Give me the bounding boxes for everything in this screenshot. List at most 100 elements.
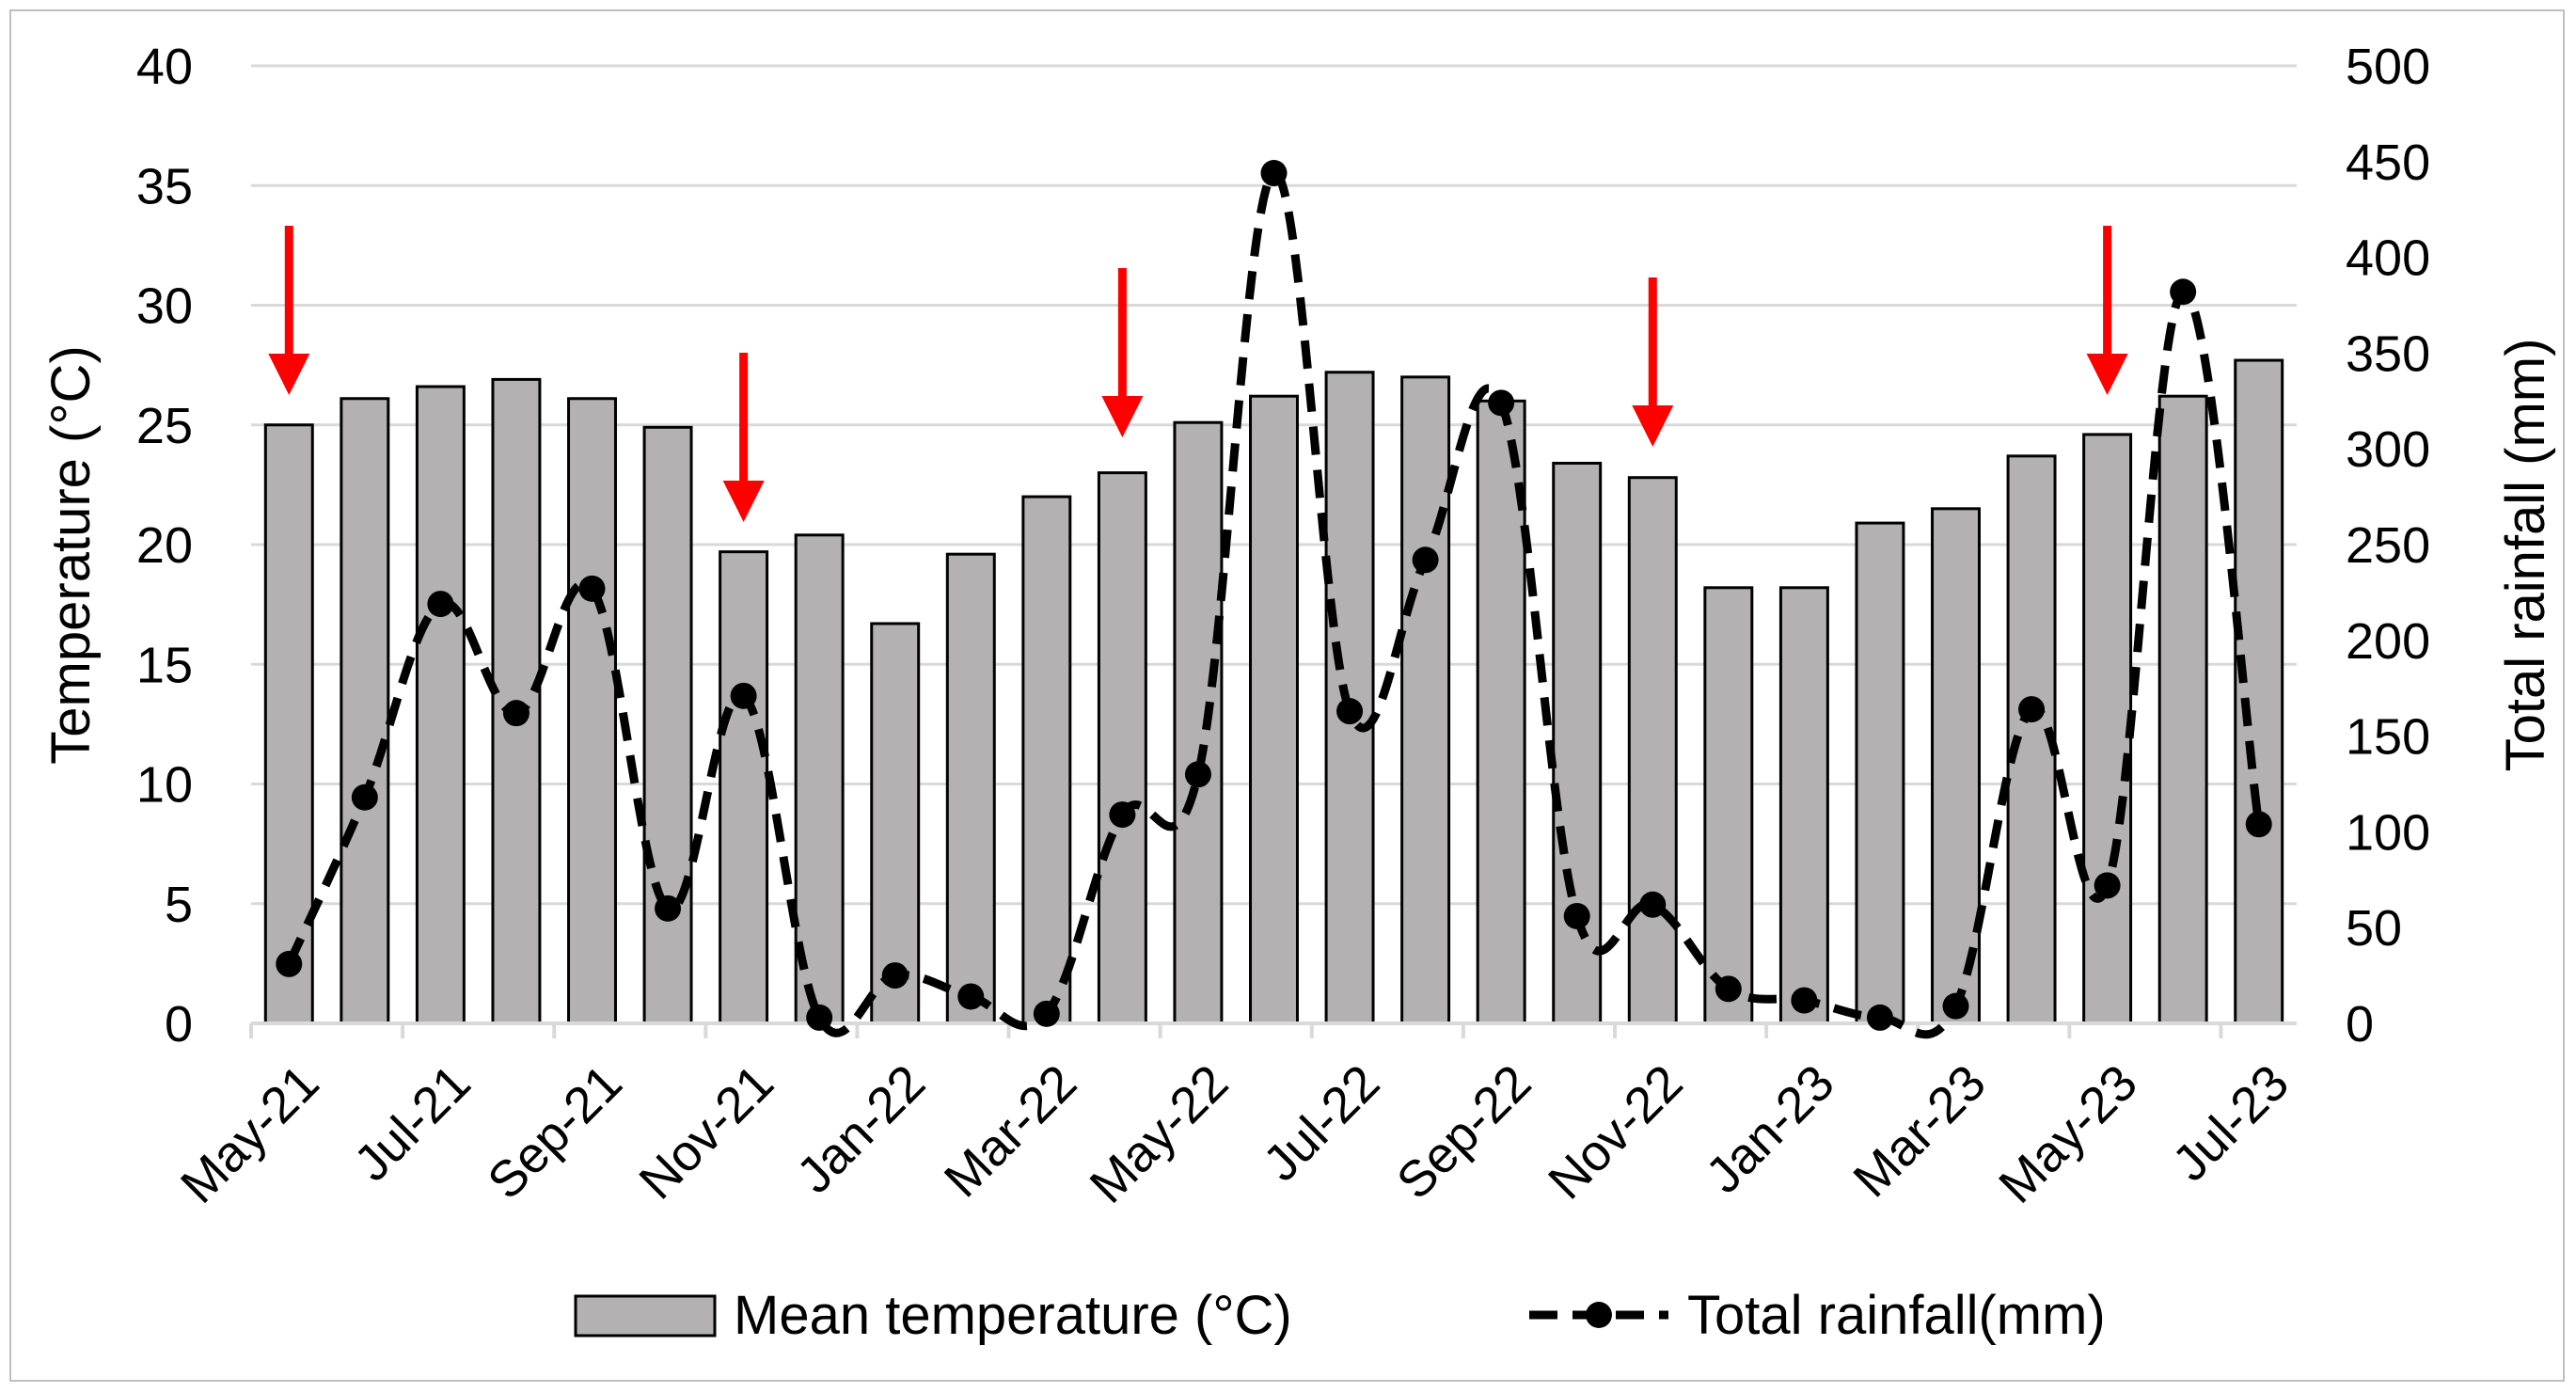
x-tick-label: Jul-23 xyxy=(2162,1054,2299,1192)
temperature-bar xyxy=(1931,507,1981,1025)
y-tick-label-right: 350 xyxy=(2346,325,2430,382)
red-arrow-head xyxy=(722,481,765,522)
rainfall-point xyxy=(1791,987,1818,1014)
rainfall-point xyxy=(1942,992,1969,1020)
x-tick-label: Jul-21 xyxy=(343,1054,481,1192)
rainfall-point xyxy=(1033,1000,1060,1027)
rainfall-point xyxy=(2245,811,2272,838)
legend-swatch-temperature xyxy=(574,1294,717,1338)
rainfall-point xyxy=(1109,801,1136,829)
y-tick-label-right: 50 xyxy=(2346,900,2402,957)
rainfall-point xyxy=(1563,902,1590,929)
rainfall-point xyxy=(655,894,682,922)
temperature-bar xyxy=(642,425,693,1025)
y-tick-label-left: 20 xyxy=(136,517,193,574)
rainfall-point xyxy=(1412,546,1439,574)
rainfall-point xyxy=(427,591,454,618)
y-tick-label-right: 150 xyxy=(2346,709,2430,766)
temperature-bar xyxy=(567,397,617,1025)
x-tick-label: Mar-23 xyxy=(1842,1054,1996,1208)
rainfall-point xyxy=(806,1004,833,1031)
rainfall-point xyxy=(2018,696,2046,723)
y-tick-label-right: 100 xyxy=(2346,804,2430,861)
temperature-bar xyxy=(945,552,996,1025)
temperature-bar xyxy=(1400,375,1451,1025)
y-tick-label-left: 30 xyxy=(136,278,193,335)
red-arrow-head xyxy=(2086,354,2128,395)
rainfall-point xyxy=(276,950,303,977)
x-tick-label: Sep-21 xyxy=(477,1054,633,1211)
y-tick-label-right: 400 xyxy=(2346,230,2430,287)
legend-label-rainfall: Total rainfall(mm) xyxy=(1687,1285,2106,1346)
temperature-bar xyxy=(415,385,466,1025)
temperature-bar xyxy=(1097,471,1147,1025)
legend-label-temperature: Mean temperature (°C) xyxy=(734,1285,1292,1346)
x-tick-label: Jan-23 xyxy=(1696,1054,1845,1204)
y-tick-label-right: 500 xyxy=(2346,39,2430,95)
rainfall-point xyxy=(957,983,985,1010)
temperature-bar xyxy=(1021,495,1072,1025)
x-tick-label: May-22 xyxy=(1080,1054,1240,1214)
y-tick-label-left: 35 xyxy=(136,158,193,214)
x-tick-label: Sep-22 xyxy=(1386,1054,1542,1211)
temperature-bar xyxy=(1778,586,1829,1025)
temperature-bar xyxy=(2234,358,2284,1025)
rainfall-point xyxy=(1715,975,1742,1003)
y-tick-label-left: 0 xyxy=(165,996,193,1053)
rainfall-point xyxy=(881,962,909,989)
temperature-bar xyxy=(719,550,769,1025)
temperature-bar xyxy=(2157,394,2208,1025)
rainfall-point xyxy=(2094,872,2121,899)
y-tick-label-left: 25 xyxy=(136,398,193,454)
x-tick-label: Nov-22 xyxy=(1538,1054,1694,1211)
y-tick-label-right: 250 xyxy=(2346,517,2430,574)
y-tick-label-right: 450 xyxy=(2346,135,2430,191)
rainfall-point xyxy=(1184,761,1211,788)
y-tick-label-left: 40 xyxy=(136,39,193,95)
temperature-bar xyxy=(1703,586,1754,1025)
rainfall-point xyxy=(578,575,606,602)
sampling-arrows xyxy=(268,226,2128,522)
red-arrow-head xyxy=(1101,396,1144,437)
y-tick-label-right: 0 xyxy=(2346,996,2374,1053)
x-tick-label: Jul-22 xyxy=(1253,1054,1390,1192)
rainfall-line xyxy=(276,160,2272,1039)
rainfall-point xyxy=(2170,278,2197,306)
temperature-bar xyxy=(1476,399,1526,1025)
red-arrow-head xyxy=(1632,405,1674,447)
temperature-bar xyxy=(1173,420,1224,1025)
temperature-bar xyxy=(1552,461,1603,1025)
rainfall-point xyxy=(1866,1004,1893,1031)
rainfall-point xyxy=(1488,389,1515,417)
rainfall-point xyxy=(1639,891,1667,918)
x-tick-label: May-21 xyxy=(170,1054,330,1214)
y-tick-label-right: 200 xyxy=(2346,613,2430,670)
legend-swatch-rainfall-marker xyxy=(1586,1302,1612,1328)
temperature-bar xyxy=(1855,521,1905,1025)
rainfall-point xyxy=(1260,160,1288,187)
y-axis-title-left: Temperature (°C) xyxy=(40,345,102,764)
temperature-bar xyxy=(2082,433,2133,1025)
y-tick-label-left: 15 xyxy=(136,637,193,693)
y-tick-label-left: 5 xyxy=(165,877,193,933)
temperature-bar xyxy=(263,423,314,1025)
y-tick-label-right: 300 xyxy=(2346,421,2430,478)
x-tick-label: May-23 xyxy=(1988,1054,2148,1214)
x-tick-label: Jan-22 xyxy=(786,1054,936,1204)
temperature-bar xyxy=(1249,394,1299,1025)
red-arrow-head xyxy=(268,354,310,395)
rainfall-line-path xyxy=(285,168,2264,1039)
rainfall-point xyxy=(730,682,757,709)
x-tick-label: Nov-21 xyxy=(628,1054,784,1211)
x-tick-label: Mar-22 xyxy=(934,1054,1087,1208)
temperature-bar xyxy=(340,397,390,1025)
temperature-bar xyxy=(870,622,921,1025)
rainfall-point xyxy=(351,784,378,811)
legend: Mean temperature (°C) Total rainfall(mm) xyxy=(574,1285,2106,1346)
y-axis-title-right: Total rainfall (mm) xyxy=(2495,339,2556,772)
temperature-bar xyxy=(1627,476,1678,1025)
y-tick-label-left: 10 xyxy=(136,757,193,814)
rainfall-point xyxy=(1336,698,1364,725)
rainfall-point xyxy=(502,700,529,727)
